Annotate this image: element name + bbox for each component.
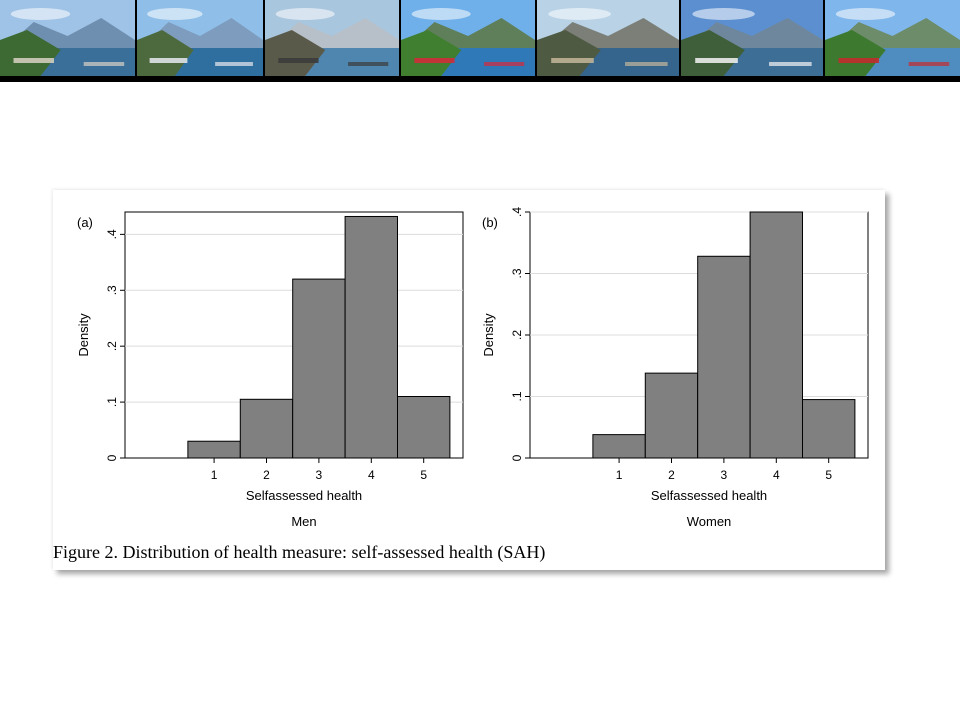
y-tick-label-women-3: .3 [510, 268, 524, 278]
banner-photo-5 [537, 0, 679, 76]
x-axis-title-men: Selfassessed health [246, 488, 362, 503]
y-tick-label-women-2: .2 [510, 330, 524, 340]
x-axis-title-women: Selfassessed health [651, 488, 767, 503]
x-tick-label-men-4: 4 [368, 468, 375, 482]
x-tick-label-men-1: 1 [211, 468, 218, 482]
banner-photo-4 [401, 0, 535, 76]
panel-subtitle-men: Men [291, 514, 316, 529]
y-tick-label-men-1: .1 [105, 397, 119, 407]
x-tick-label-men-5: 5 [420, 468, 427, 482]
x-tick-label-women-4: 4 [773, 468, 780, 482]
x-tick-label-women-2: 2 [668, 468, 675, 482]
y-tick-label-men-0: 0 [105, 454, 119, 461]
y-tick-label-men-4: .4 [105, 229, 119, 239]
x-tick-label-men-2: 2 [263, 468, 270, 482]
y-tick-label-men-2: .2 [105, 341, 119, 351]
banner-photo-2 [137, 0, 263, 76]
figure-card: (a) 1 2 3 4 5 0 .1 .2 .3 .4 Density Selfassessed hea… [53, 190, 885, 570]
y-tick-label-women-0: 0 [510, 454, 524, 461]
x-tick-label-women-5: 5 [825, 468, 832, 482]
figure-caption: Figure 2. Distribution of health measure… [53, 542, 546, 562]
banner-photo-1 [0, 0, 135, 76]
panel-letter-men: (a) [77, 215, 93, 230]
banner-photo-6 [681, 0, 823, 76]
bar-men-2 [239, 398, 294, 459]
y-tick-label-women-1: .1 [510, 391, 524, 401]
bar-men-4 [344, 215, 398, 459]
histogram-figure: (a) 1 2 3 4 5 0 .1 .2 .3 .4 Density Selfassessed hea… [76, 207, 869, 529]
x-tick-label-women-1: 1 [616, 468, 623, 482]
banner-divider [0, 76, 960, 82]
y-axis-title-women: Density [481, 313, 496, 357]
x-tick-label-men-3: 3 [316, 468, 323, 482]
photo-banner [0, 0, 960, 76]
y-tick-label-men-3: .3 [105, 285, 119, 295]
bar-women-1 [592, 434, 646, 459]
panel-letter-women: (b) [482, 215, 498, 230]
bar-women-4 [749, 211, 803, 459]
banner-photo-3 [265, 0, 399, 76]
panel-subtitle-women: Women [687, 514, 732, 529]
bar-men-1 [187, 440, 241, 459]
bar-men-3 [292, 278, 346, 459]
banner-photo-7 [825, 0, 960, 76]
y-tick-label-women-4: .4 [510, 207, 524, 217]
bar-women-5 [801, 399, 856, 459]
bar-men-5 [396, 396, 451, 459]
bar-women-3 [697, 255, 751, 459]
x-tick-label-women-3: 3 [721, 468, 728, 482]
bar-women-2 [644, 372, 699, 459]
y-axis-title-men: Density [76, 313, 91, 357]
